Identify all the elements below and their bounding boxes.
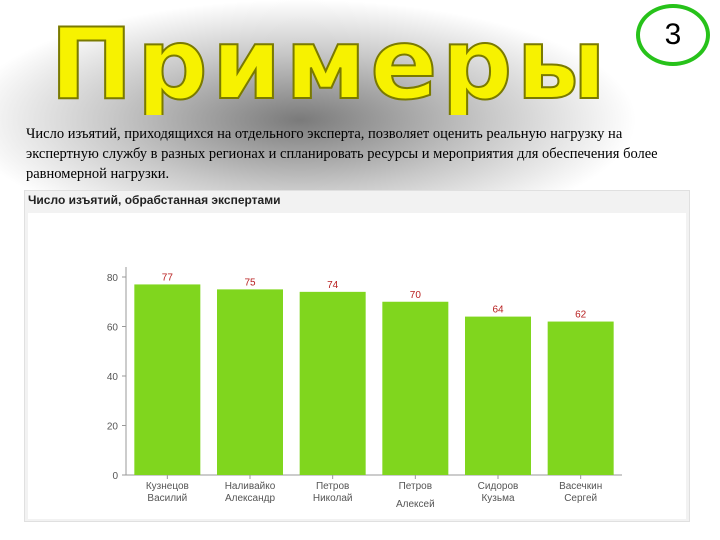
description-text: Число изъятий, приходящихся на отдельног… [26,126,658,182]
x-tick-label: Алексей [396,499,435,510]
y-tick-label: 20 [107,422,119,433]
slide-number: 3 [664,18,682,51]
y-tick-label: 80 [107,273,119,284]
bar-value-label: 62 [575,310,587,321]
y-tick-label: 0 [112,471,118,482]
x-tick-label: Александр [225,493,275,504]
x-tick-label: Наливайко [225,481,276,492]
y-tick-label: 40 [107,372,119,383]
chart-title: Число изъятий, обрабстанная экспертами [28,193,281,207]
x-tick-label: Василий [147,493,187,504]
slide-number-badge: 3 [636,4,710,66]
bar-value-label: 70 [410,290,422,301]
x-tick-label: Николай [313,493,353,504]
x-tick-label: Сидоров [478,481,519,492]
bar-value-label: 74 [327,280,339,291]
x-tick-label: Сергей [564,493,597,504]
bar-value-label: 64 [492,305,504,316]
bar [134,284,201,475]
bar [382,301,449,475]
bar [465,316,531,475]
x-tick-label: Петров [316,481,349,492]
bar [547,321,614,475]
bar-value-label: 77 [162,272,174,283]
chart-plot-area: 0 20 40 60 80 77 Кузнецов Василий 75 Наливайко Але… [28,213,686,519]
bar [299,291,366,475]
x-tick-label: Васечкин [559,481,602,492]
x-tick-label: Кузнецов [146,481,189,492]
bar [217,289,283,475]
x-tick-label: Петров [399,481,432,492]
x-tick-label: Кузьма [481,493,514,504]
slide-heading-text: Примеры [50,8,610,115]
slide-heading: Примеры [49,7,610,115]
y-tick-label: 60 [107,323,119,334]
bar-value-label: 75 [244,277,256,288]
